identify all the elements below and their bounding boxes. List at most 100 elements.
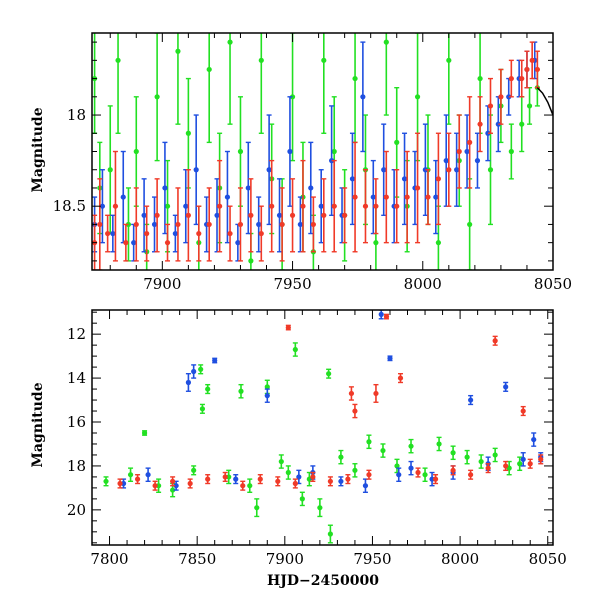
top-data-point — [185, 130, 191, 136]
top-data-point — [519, 75, 525, 82]
top-data-point — [321, 212, 327, 218]
top-data-point — [529, 57, 535, 63]
top-series-1 — [92, 41, 538, 262]
bottom-data-point — [134, 476, 141, 482]
top-data-point — [144, 230, 150, 237]
bottom-data-point — [397, 375, 404, 381]
bottom-data-point — [292, 480, 298, 487]
top-data-point — [183, 203, 189, 209]
top-data-point — [131, 240, 137, 246]
bottom-y-tick-label: 20 — [67, 501, 86, 519]
top-data-point — [115, 57, 121, 63]
bottom-y-tick-label: 14 — [67, 369, 86, 387]
top-data-point — [394, 139, 400, 145]
top-data-point — [175, 221, 181, 228]
bottom-data-point — [240, 483, 246, 489]
bottom-data-point — [191, 368, 197, 375]
bottom-data-point — [338, 478, 344, 484]
top-data-point — [467, 221, 473, 228]
top-x-tick-label: 8050 — [534, 275, 572, 293]
top-data-point — [329, 158, 335, 164]
top-data-point — [99, 203, 106, 209]
top-data-point — [279, 221, 285, 228]
top-data-point — [133, 148, 139, 155]
top-data-point — [352, 194, 358, 200]
top-data-point — [224, 194, 231, 200]
bottom-data-point — [408, 443, 414, 449]
bottom-data-point — [317, 505, 323, 511]
bottom-data-point — [432, 476, 439, 482]
top-y-tick-label: 18.5 — [53, 197, 86, 215]
bottom-data-point — [492, 338, 498, 344]
top-data-point — [237, 221, 244, 228]
bottom-data-point — [264, 384, 270, 390]
top-data-point — [107, 167, 113, 173]
top-data-point — [331, 203, 337, 209]
bottom-data-point — [348, 390, 355, 397]
top-x-tick-label: 7950 — [273, 275, 311, 293]
bottom-x-tick-label: 8000 — [441, 550, 479, 568]
top-data-point — [414, 185, 421, 191]
top-y-tick-label: 18 — [67, 106, 86, 124]
bottom-data-point — [198, 366, 204, 372]
bottom-data-point — [517, 461, 523, 467]
bottom-series-2 — [117, 313, 544, 491]
top-data-point — [394, 203, 400, 209]
bottom-y-tick-label: 18 — [67, 457, 86, 475]
top-data-point — [310, 221, 316, 228]
bottom-data-point — [352, 408, 358, 414]
top-data-point — [193, 167, 199, 173]
top-data-point — [258, 57, 264, 63]
bottom-data-point — [247, 483, 253, 489]
top-data-point — [487, 167, 494, 173]
top-data-point — [383, 194, 389, 200]
bottom-data-point — [468, 472, 474, 478]
bottom-data-point — [415, 469, 421, 476]
bottom-data-point — [145, 472, 151, 478]
bottom-data-point — [127, 472, 134, 478]
bottom-data-point — [285, 324, 291, 331]
bottom-data-point — [205, 386, 211, 392]
top-data-point — [435, 240, 442, 246]
top-data-point — [125, 221, 132, 228]
top-data-point — [404, 194, 410, 200]
top-x-tick-label: 7900 — [143, 275, 181, 293]
bottom-series-1 — [120, 310, 544, 493]
bottom-data-point — [538, 456, 544, 462]
top-data-point — [498, 94, 504, 100]
bottom-x-tick-label: 7850 — [178, 550, 216, 568]
top-data-point — [474, 158, 481, 164]
top-data-point — [508, 148, 514, 155]
top-data-point — [477, 121, 483, 127]
bottom-data-point — [187, 480, 193, 487]
top-data-point — [331, 148, 337, 155]
top-data-point — [443, 158, 449, 164]
bottom-data-point — [338, 454, 344, 460]
bottom-data-point — [422, 472, 428, 478]
bottom-data-point — [103, 478, 109, 484]
top-data-point — [321, 57, 327, 63]
top-data-point — [245, 185, 251, 191]
top-data-point — [360, 94, 366, 100]
top-series-0 — [92, 33, 540, 270]
bottom-data-point — [117, 480, 123, 487]
top-data-point — [508, 75, 514, 82]
top-data-point — [342, 212, 348, 218]
bottom-x-tick-label: 8050 — [529, 550, 567, 568]
bottom-x-tick-label: 7950 — [353, 550, 391, 568]
bottom-data-point — [380, 447, 386, 454]
bottom-data-point — [327, 478, 333, 484]
top-data-point — [422, 167, 428, 173]
top-data-point — [235, 240, 241, 246]
top-data-point — [276, 212, 283, 218]
bottom-data-point — [278, 458, 284, 465]
top-data-point — [154, 212, 160, 218]
bottom-y-axis-label: Magnitude — [30, 382, 46, 467]
bottom-x-tick-label: 7900 — [266, 550, 304, 568]
bottom-data-point — [264, 393, 270, 399]
bottom-y-tick-label: 16 — [67, 413, 86, 431]
bottom-data-point — [450, 450, 456, 456]
top-data-point — [151, 221, 158, 228]
top-panel: 7900 7950 8000 8050 18 18.5 Magnitude — [30, 32, 572, 293]
top-data-point — [97, 221, 103, 228]
